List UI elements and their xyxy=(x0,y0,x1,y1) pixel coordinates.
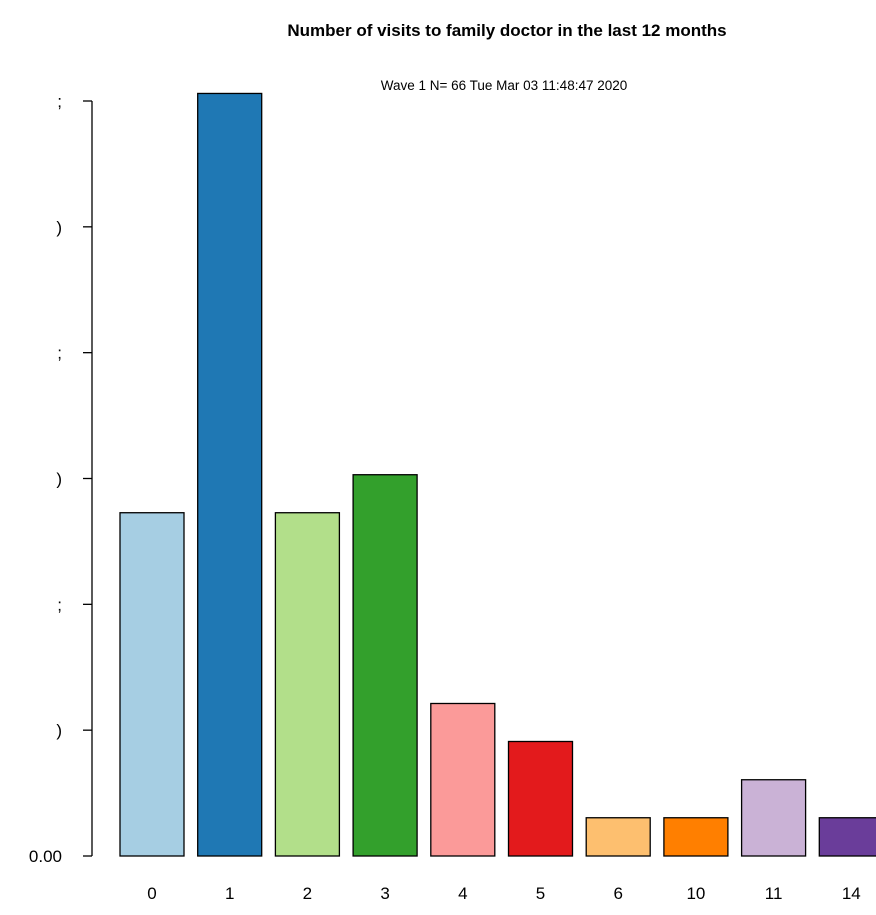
bar-3 xyxy=(352,474,418,857)
bar-0 xyxy=(119,512,185,857)
x-tick-label: 5 xyxy=(536,884,545,903)
bar-14 xyxy=(818,817,876,857)
bar-10 xyxy=(663,817,729,857)
x-tick-label: 6 xyxy=(613,884,622,903)
y-tick-label: ) xyxy=(56,721,62,740)
bar-5 xyxy=(507,740,574,857)
x-tick-label: 11 xyxy=(765,884,783,903)
x-tick-label: 14 xyxy=(842,884,861,903)
x-tick-label: 4 xyxy=(458,884,467,903)
bar-1 xyxy=(197,92,263,857)
bar-6 xyxy=(585,817,651,857)
bars xyxy=(119,92,876,857)
y-tick-label: ) xyxy=(56,470,62,489)
y-tick-label: ; xyxy=(57,92,62,111)
y-tick-label: 0.00 xyxy=(29,847,62,866)
bar-4 xyxy=(430,702,496,857)
x-tick-label: 3 xyxy=(380,884,389,903)
x-tick-label: 10 xyxy=(686,884,705,903)
chart-subtitle: Wave 1 N= 66 Tue Mar 03 11:48:47 2020 xyxy=(381,78,628,93)
y-tick-label: ; xyxy=(57,595,62,614)
x-axis-labels: 0 1 2 3 4 5 6 10 11 14 xyxy=(147,884,860,903)
y-tick-label: ) xyxy=(56,218,62,237)
bar-11 xyxy=(740,779,807,857)
bar-2 xyxy=(274,512,341,857)
x-tick-label: 2 xyxy=(303,884,312,903)
x-tick-label: 1 xyxy=(225,884,234,903)
x-tick-label: 0 xyxy=(147,884,156,903)
y-axis: 0.00););); xyxy=(29,92,93,866)
y-tick-label: ; xyxy=(57,344,62,363)
chart-title: Number of visits to family doctor in the… xyxy=(287,21,726,40)
